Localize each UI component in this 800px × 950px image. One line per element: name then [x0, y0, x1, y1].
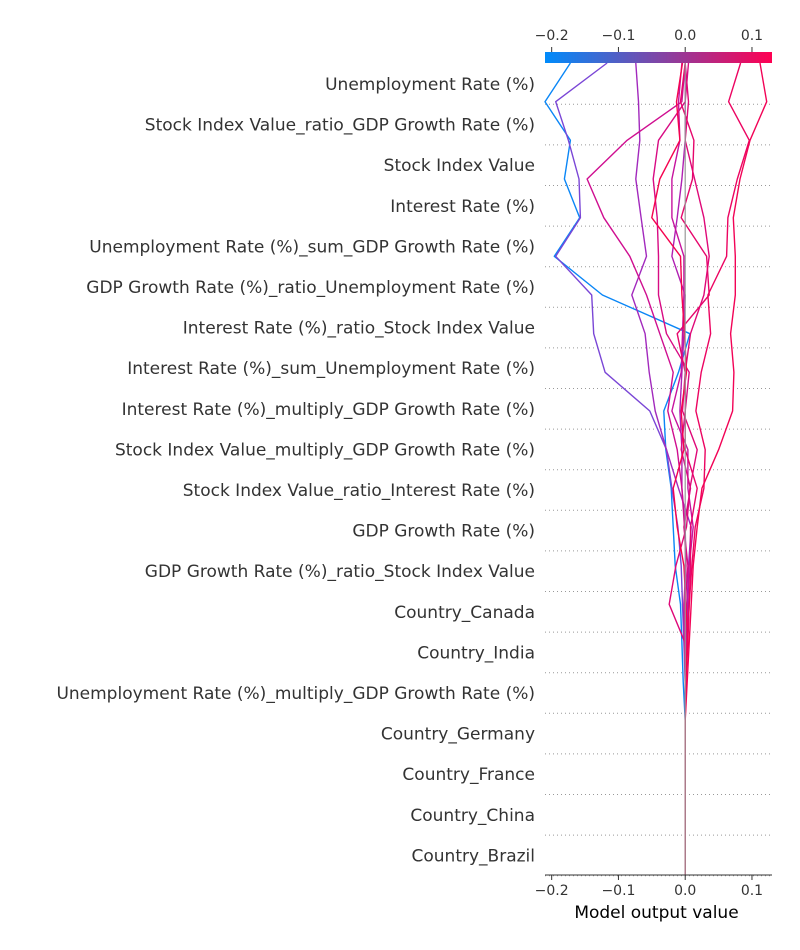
feature-label: Stock Index Value: [384, 156, 535, 176]
colorbar-tick-label: 0.1: [741, 28, 763, 44]
x-axis: −0.2 −0.1 0.0 0.1: [535, 874, 772, 899]
feature-label: Country_Brazil: [412, 846, 535, 866]
colorbar-tick-label: −0.2: [535, 28, 569, 44]
colorbar: −0.2 −0.1 0.0 0.1: [535, 28, 772, 63]
feature-label: Unemployment Rate (%)_sum_GDP Growth Rat…: [89, 237, 535, 257]
decision-lines: [544, 62, 768, 875]
colorbar-tick-label: −0.1: [601, 28, 635, 44]
feature-label: Interest Rate (%)_multiply_GDP Growth Ra…: [122, 400, 535, 420]
feature-label: GDP Growth Rate (%)_ratio_Unemployment R…: [86, 278, 535, 298]
feature-label: Stock Index Value_multiply_GDP Growth Ra…: [115, 440, 535, 460]
feature-label: Interest Rate (%)_ratio_Stock Index Valu…: [183, 319, 535, 339]
feature-label: Unemployment Rate (%): [325, 75, 535, 95]
feature-labels: Unemployment Rate (%) Stock Index Value_r…: [56, 75, 535, 866]
feature-label: GDP Growth Rate (%): [352, 522, 535, 542]
feature-label: Country_France: [402, 765, 535, 785]
decision-line: [544, 62, 691, 875]
feature-label: Country_India: [417, 643, 535, 663]
decision-line: [684, 62, 768, 875]
feature-label: Interest Rate (%): [390, 197, 535, 217]
x-tick-label: −0.1: [601, 883, 635, 899]
x-axis-label: Model output value: [574, 903, 738, 923]
feature-label: Country_Germany: [381, 725, 535, 745]
colorbar-tick-label: 0.0: [674, 28, 696, 44]
decision-line: [668, 62, 710, 875]
feature-label: GDP Growth Rate (%)_ratio_Stock Index Va…: [145, 562, 535, 582]
feature-label: Unemployment Rate (%)_multiply_GDP Growt…: [56, 684, 535, 704]
feature-label: Stock Index Value_ratio_Interest Rate (%…: [183, 481, 535, 501]
feature-label: Country_China: [410, 806, 535, 826]
x-tick-label: 0.0: [674, 883, 696, 899]
feature-label: Country_Canada: [394, 603, 535, 623]
decision-line: [555, 62, 686, 875]
x-tick-label: 0.1: [741, 883, 763, 899]
colorbar-gradient: [545, 52, 772, 63]
feature-label: Stock Index Value_ratio_GDP Growth Rate …: [145, 116, 535, 136]
feature-label: Interest Rate (%)_sum_Unemployment Rate …: [127, 359, 535, 379]
x-tick-label: −0.2: [535, 883, 569, 899]
